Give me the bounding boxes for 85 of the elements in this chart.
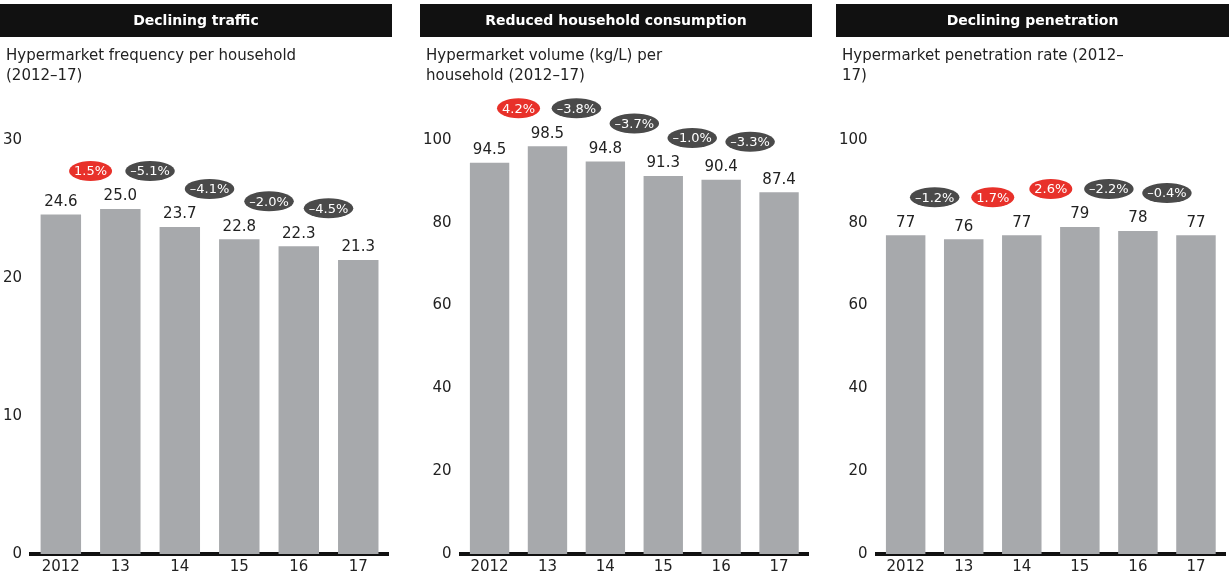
bar — [643, 176, 683, 554]
bar — [759, 192, 799, 554]
x-tick-label: 17 — [1186, 556, 1206, 575]
data-label: 79 — [1070, 204, 1090, 223]
data-label: 21.3 — [341, 237, 375, 256]
x-tick-label: 13 — [110, 556, 130, 575]
data-label: 91.3 — [646, 153, 680, 172]
annotation: –3.3% — [730, 134, 770, 150]
annotation: 2.6% — [1034, 181, 1068, 197]
x-tick-label: 13 — [954, 556, 974, 575]
bar — [219, 239, 260, 554]
y-tick-label: 0 — [12, 543, 23, 562]
annotation: –2.0% — [249, 193, 289, 209]
x-tick-label: 14 — [170, 556, 190, 575]
text: –3.7% — [614, 115, 655, 131]
x-tick-label: 16 — [1128, 556, 1148, 575]
y-tick-label: 20 — [848, 461, 868, 480]
data-label: 23.7 — [163, 204, 197, 223]
annotation: –1.0% — [672, 130, 712, 146]
x-tick-label: 17 — [348, 556, 368, 575]
text: 4.2% — [502, 100, 536, 116]
y-tick-label: 100 — [422, 129, 452, 148]
y-tick-label: 40 — [432, 378, 452, 397]
y-tick-label: 30 — [2, 129, 23, 148]
y-tick-label: 10 — [2, 405, 23, 424]
data-label: 94.8 — [588, 138, 623, 157]
bar — [40, 214, 82, 554]
text: –3.8% — [556, 100, 597, 116]
bar — [701, 179, 741, 554]
data-label: 78 — [1128, 208, 1148, 227]
data-label: 87.4 — [762, 169, 796, 188]
data-label: 22.3 — [282, 223, 316, 242]
y-tick-label: 20 — [2, 267, 23, 286]
bar — [585, 161, 626, 554]
y-tick-label: 80 — [848, 212, 868, 231]
x-tick-label: 2012 — [41, 556, 80, 575]
x-tick-label: 15 — [1070, 556, 1090, 575]
x-tick-label: 2012 — [470, 556, 509, 575]
data-label: 77 — [1012, 212, 1032, 231]
data-label: 90.4 — [704, 157, 738, 176]
x-tick-label: 17 — [769, 556, 789, 575]
y-tick-label: 0 — [858, 543, 868, 562]
data-label: 77 — [896, 212, 916, 231]
annotation: –5.1% — [130, 163, 170, 179]
y-tick-label: 60 — [432, 295, 452, 314]
data-label: 76 — [954, 216, 974, 235]
x-tick-label: 2012 — [886, 556, 925, 575]
annotation: –4.1% — [189, 181, 230, 197]
bar — [100, 209, 141, 554]
y-axis-title: Hypermarket frequency per household (2012–17) — [6, 45, 298, 85]
data-label: 22.8 — [222, 216, 256, 235]
annotation: –0.4% — [1147, 185, 1187, 201]
data-label: 94.5 — [472, 140, 507, 159]
bar — [159, 226, 201, 554]
y-tick-label: 40 — [848, 378, 868, 397]
chart-title: Reduced household consumption — [420, 4, 812, 37]
data-label: 25.0 — [103, 186, 138, 205]
annotation: –4.5% — [308, 200, 349, 216]
chart-title: Declining penetration — [836, 4, 1229, 37]
bar — [338, 260, 379, 554]
annotation: 1.7% — [976, 189, 1010, 205]
chart-title: Declining traffic — [0, 4, 392, 37]
x-tick-label: 15 — [229, 556, 249, 575]
annotation: 1.5% — [74, 163, 108, 179]
x-tick-label: 14 — [595, 556, 615, 575]
x-tick-label: 15 — [653, 556, 673, 575]
x-tick-label: 14 — [1012, 556, 1032, 575]
y-tick-label: 20 — [432, 461, 452, 480]
annotation: –1.2% — [914, 189, 955, 205]
data-label: 24.6 — [44, 191, 78, 210]
annotation: –2.2% — [1089, 181, 1129, 197]
bar — [527, 146, 568, 554]
data-label: 98.5 — [530, 123, 565, 142]
bar — [278, 246, 319, 554]
data-label: 77 — [1186, 212, 1206, 231]
x-tick-label: 16 — [711, 556, 731, 575]
x-tick-label: 13 — [537, 556, 558, 575]
y-axis-title: Hypermarket penetration rate (2012–17) — [842, 45, 1125, 85]
x-tick-label: 16 — [289, 556, 309, 575]
y-tick-label: 60 — [848, 295, 868, 314]
y-tick-label: 0 — [442, 543, 452, 562]
y-tick-label: 80 — [432, 212, 452, 231]
y-axis-title: Hypermarket volume (kg/L) per household (2012–17) — [426, 45, 664, 85]
y-tick-label: 100 — [838, 129, 868, 148]
bar — [469, 162, 510, 554]
